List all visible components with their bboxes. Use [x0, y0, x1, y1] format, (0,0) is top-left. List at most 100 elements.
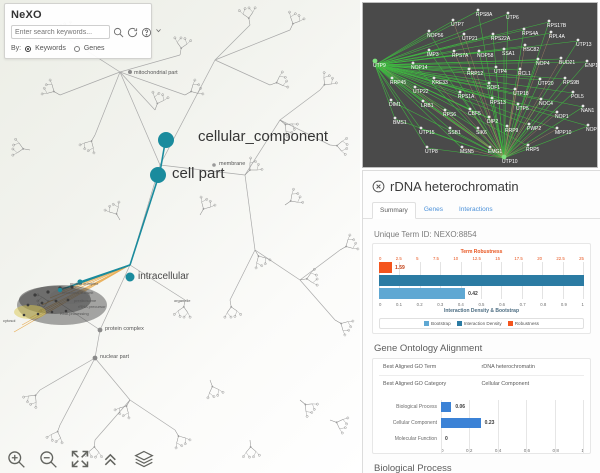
gene-label-RPS6[interactable]: RPS6: [443, 112, 456, 118]
search-icon[interactable]: [113, 27, 124, 38]
gene-label-RPL4A[interactable]: RPL4A: [549, 34, 566, 40]
gene-label-NOP1[interactable]: NOP1: [555, 114, 569, 120]
go-bar-cellular-component[interactable]: [441, 417, 481, 428]
gene-label-NOP58[interactable]: NOP58: [477, 53, 494, 59]
gene-node-UTP13[interactable]: [576, 38, 580, 42]
gene-node-NOP1[interactable]: [555, 110, 559, 114]
gene-label-SSA1[interactable]: SSA1: [502, 51, 515, 57]
gene-label-DIM1[interactable]: DIM1: [389, 102, 401, 108]
gene-node-MPP10[interactable]: [555, 126, 559, 130]
gene-label-RPS9B[interactable]: RPS9B: [563, 80, 580, 86]
gene-node-SSA1[interactable]: [502, 47, 506, 51]
tree-label-cell-part[interactable]: cell part: [172, 165, 225, 182]
gene-node-MSN5[interactable]: [460, 145, 464, 149]
gene-label-MPP10[interactable]: MPP10: [555, 130, 572, 136]
gene-node-NOP56[interactable]: [427, 29, 431, 33]
tree-label-preribosome[interactable]: preribosome: [74, 298, 97, 303]
gene-node-NOP14[interactable]: [411, 61, 415, 65]
tree-label-nuclear-part[interactable]: nuclear part: [100, 354, 130, 360]
bar-robustness[interactable]: [379, 262, 393, 273]
gene-label-DIP2[interactable]: DIP2: [487, 119, 498, 125]
zoom-out-icon[interactable]: [38, 449, 58, 469]
gene-node-UTP6[interactable]: [506, 11, 510, 15]
gene-node-UTP8[interactable]: [425, 145, 429, 149]
tree-label-cellular-component[interactable]: cellular_component: [198, 128, 329, 145]
gene-node-KRE33[interactable]: [432, 76, 436, 80]
gene-label-RRP45[interactable]: RRP45: [390, 80, 406, 86]
gene-label-UTP9[interactable]: UTP9: [373, 63, 386, 69]
gene-node-EMG1[interactable]: [488, 145, 492, 149]
gene-node-NAN1[interactable]: [581, 104, 585, 108]
gene-node-PWP2[interactable]: [527, 122, 531, 126]
gene-label-RPS17B[interactable]: RPS17B: [547, 23, 567, 29]
gene-node-IMP3[interactable]: [427, 48, 431, 52]
gene-node-UTP7[interactable]: [451, 18, 455, 22]
gene-node-RPS6[interactable]: [443, 108, 447, 112]
gene-label-CBF5[interactable]: CBF5: [468, 111, 481, 117]
search-input[interactable]: [11, 25, 110, 39]
gene-node-RPS22A[interactable]: [491, 32, 495, 36]
chevron-down-icon[interactable]: [155, 27, 162, 38]
gene-label-NOP14[interactable]: NOP14: [411, 65, 428, 71]
gene-label-RPS22A[interactable]: RPS22A: [491, 36, 511, 42]
layers-icon[interactable]: [134, 449, 154, 469]
tree-label-organelle[interactable]: organelle: [174, 298, 191, 303]
gene-label-PWP2[interactable]: PWP2: [527, 126, 541, 132]
tab-genes[interactable]: Genes: [423, 206, 443, 213]
tree-label-intracellular[interactable]: intracellular: [138, 271, 190, 282]
legend-item-2[interactable]: Robustness: [507, 321, 539, 326]
gene-node-RPS1A[interactable]: [458, 90, 462, 94]
gene-label-EMG1[interactable]: EMG1: [488, 149, 502, 155]
bar-interaction-density[interactable]: [379, 275, 584, 286]
go-bar-biological-process[interactable]: [441, 401, 452, 412]
gene-label-POL5[interactable]: POL5: [571, 94, 584, 100]
gene-label-RPS7A[interactable]: RPS7A: [452, 53, 469, 59]
gene-label-SIK6[interactable]: SIK6: [476, 130, 487, 136]
gene-node-UTP20[interactable]: [538, 77, 542, 81]
ontology-tree-canvas[interactable]: cellular_component cell part intracellul…: [0, 0, 360, 473]
gene-label-UTP6[interactable]: UTP6: [506, 15, 519, 21]
gene-label-LRB1[interactable]: LRB1: [421, 103, 434, 109]
gene-node-UTP9[interactable]: [372, 58, 378, 64]
gene-label-BMS1[interactable]: BMS1: [393, 120, 407, 126]
tree-label-mitochondrial-part[interactable]: mitochondrial part: [134, 70, 178, 76]
gene-label-NOC4[interactable]: NOC4: [539, 101, 553, 107]
gene-label-SOF1[interactable]: SOF1: [487, 85, 500, 91]
gene-label-RPS8A[interactable]: RPS8A: [476, 12, 493, 18]
radio-keywords[interactable]: [25, 45, 32, 52]
gene-label-ENP1[interactable]: ENP1: [585, 63, 598, 69]
gene-node-CBF5[interactable]: [468, 107, 472, 111]
tab-summary[interactable]: Summary: [372, 202, 416, 219]
gene-label-RCL1[interactable]: RCL1: [518, 71, 531, 77]
tree-label-protein-complex-small[interactable]: protein complex: [70, 281, 99, 286]
gene-node-SOF1[interactable]: [487, 81, 491, 85]
tree-label-protein-complex[interactable]: protein complex: [105, 326, 144, 332]
help-icon[interactable]: [141, 27, 152, 38]
radio-genes-label[interactable]: Genes: [83, 45, 105, 52]
gene-node-RCL1[interactable]: [518, 67, 522, 71]
gene-node-SSB1[interactable]: [448, 126, 452, 130]
gene-node-UTP4[interactable]: [494, 65, 498, 69]
gene-label-RRP12[interactable]: RRP12: [467, 71, 483, 77]
fit-screen-icon[interactable]: [70, 449, 90, 469]
legend-item-1[interactable]: Interaction Density: [456, 321, 502, 326]
gene-label-RPS4A[interactable]: RPS4A: [522, 31, 539, 37]
gene-label-RRP5[interactable]: RRP5: [526, 147, 540, 153]
gene-label-UTP10[interactable]: UTP10: [502, 159, 518, 165]
gene-label-HSC82[interactable]: HSC82: [523, 47, 539, 53]
gene-node-RPS9B[interactable]: [563, 76, 567, 80]
gene-node-DIM1[interactable]: [389, 98, 393, 102]
gene-node-UTP15[interactable]: [419, 126, 423, 130]
gene-node-RRP9[interactable]: [505, 124, 509, 128]
gene-label-UTP20[interactable]: UTP20: [538, 81, 554, 87]
gene-node-NOP6[interactable]: [586, 123, 590, 127]
gene-label-BUD21[interactable]: BUD21: [559, 60, 575, 66]
gene-node-ENP1[interactable]: [585, 59, 589, 63]
zoom-in-icon[interactable]: [6, 449, 26, 469]
legend-item-0[interactable]: Bootstrap: [424, 321, 451, 326]
gene-label-UTP8[interactable]: UTP8: [425, 149, 438, 155]
gene-label-MSN5[interactable]: MSN5: [460, 149, 474, 155]
gene-node-HSC82[interactable]: [523, 43, 527, 47]
gene-label-SSB1[interactable]: SSB1: [448, 130, 461, 136]
gene-node-BUD21[interactable]: [559, 56, 563, 60]
